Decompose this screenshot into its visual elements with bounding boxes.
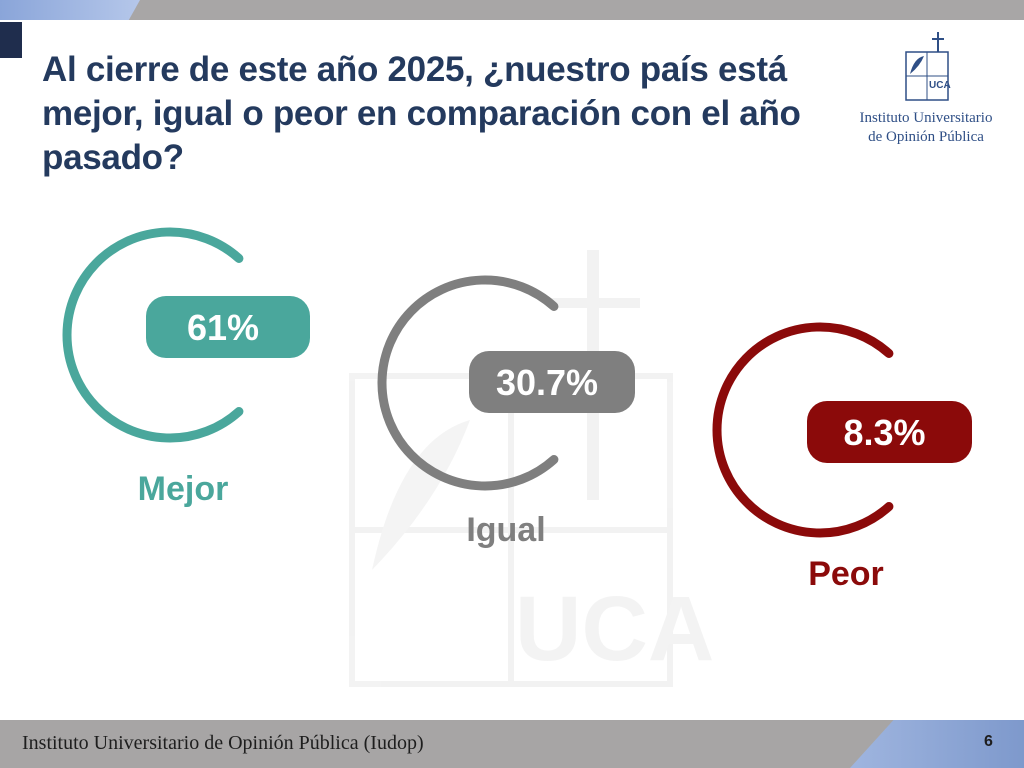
value-label-igual: 30.7% — [496, 362, 598, 403]
top-bar — [0, 0, 1024, 20]
arc-mejor — [62, 227, 244, 443]
logo-mark-icon — [905, 32, 949, 101]
category-label-peor: Peor — [808, 555, 884, 593]
footer-institution: Instituto Universitario de Opinión Públi… — [22, 732, 424, 754]
value-label-peor: 8.3% — [843, 412, 925, 453]
category-label-igual: Igual — [466, 511, 545, 549]
uca-watermark: UCA — [349, 250, 714, 687]
donut-chart: UCA 61% Mejor 30.7% Igual 8.3% Peor — [62, 227, 972, 687]
logo-monogram: UCA — [929, 80, 951, 91]
watermark-letters: UCA — [515, 578, 714, 680]
corner-block — [0, 22, 22, 58]
arc-igual — [377, 275, 559, 491]
page-number: 6 — [984, 733, 993, 750]
arc-peor — [712, 322, 894, 538]
value-pill-igual — [469, 351, 635, 413]
page-title: Al cierre de este año 2025, ¿nuestro paí… — [42, 50, 801, 177]
value-label-mejor: 61% — [187, 307, 259, 348]
top-bar-accent — [0, 0, 140, 20]
bottom-bar — [0, 720, 1024, 768]
logo-line-2: de Opinión Pública — [868, 129, 984, 145]
iudop-logo: UCA Instituto Universitario de Opinión P… — [848, 30, 1004, 154]
value-pill-mejor — [146, 296, 310, 358]
logo-line-1: Instituto Universitario — [859, 110, 993, 126]
value-pill-peor — [807, 401, 972, 463]
category-label-mejor: Mejor — [138, 470, 229, 508]
